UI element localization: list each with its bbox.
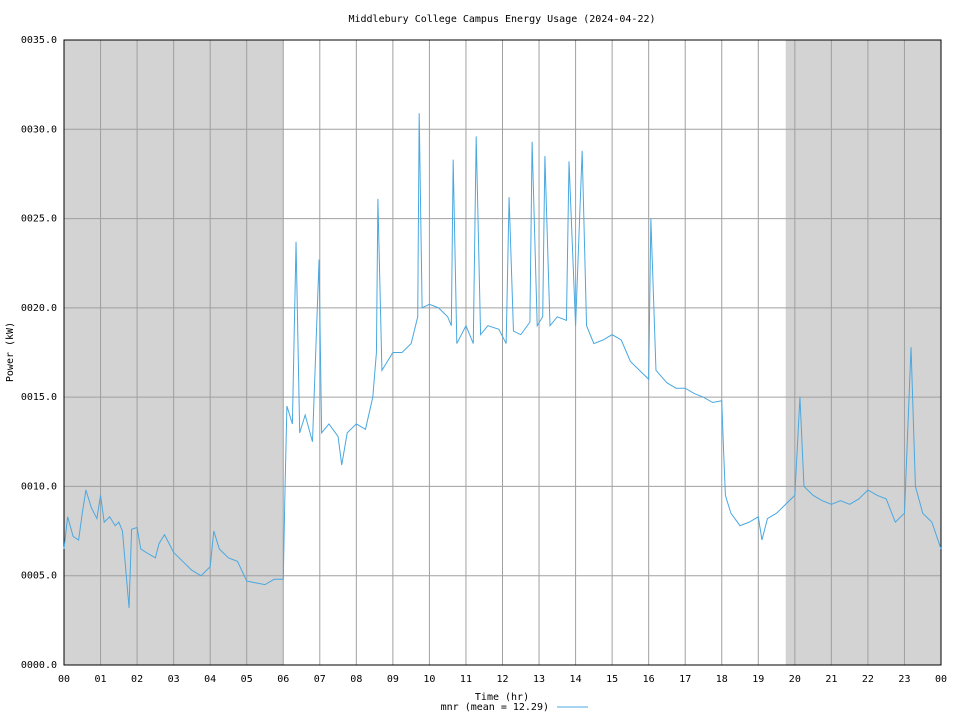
- x-tick-label: 13: [533, 674, 545, 685]
- y-tick-label: 0020.0: [21, 303, 57, 314]
- x-tick-label: 11: [460, 674, 472, 685]
- y-tick-label: 0015.0: [21, 392, 57, 403]
- x-tick-label: 06: [277, 674, 289, 685]
- x-tick-label: 08: [350, 674, 362, 685]
- x-tick-label: 16: [643, 674, 655, 685]
- y-tick-label: 0010.0: [21, 481, 57, 492]
- y-tick-label: 0000.0: [21, 660, 57, 671]
- x-tick-label: 00: [935, 674, 947, 685]
- y-tick-label: 0030.0: [21, 124, 57, 135]
- y-axis-title: Power (kW): [5, 322, 16, 382]
- x-tick-label: 14: [570, 674, 582, 685]
- x-tick-label: 15: [606, 674, 618, 685]
- x-tick-label: 07: [314, 674, 326, 685]
- x-tick-label: 17: [679, 674, 691, 685]
- x-tick-label: 03: [168, 674, 180, 685]
- x-tick-label: 23: [898, 674, 910, 685]
- x-tick-label: 12: [496, 674, 508, 685]
- x-tick-label: 22: [862, 674, 874, 685]
- data-line: [63, 113, 942, 608]
- chart-title: Middlebury College Campus Energy Usage (…: [348, 14, 655, 25]
- night-shade: [785, 40, 941, 665]
- plot-frame: [63, 39, 942, 666]
- y-tick-label: 0025.0: [21, 214, 57, 225]
- y-tick-label: 0005.0: [21, 571, 57, 582]
- y-tick-label: 0035.0: [21, 35, 57, 46]
- x-axis-title: Time (hr): [475, 692, 529, 703]
- x-tick-label: 10: [423, 674, 435, 685]
- x-tick-label: 00: [58, 674, 70, 685]
- x-tick-label: 20: [789, 674, 801, 685]
- x-tick-label: 21: [825, 674, 837, 685]
- x-tick-label: 05: [241, 674, 253, 685]
- x-tick-label: 02: [131, 674, 143, 685]
- x-tick-label: 09: [387, 674, 399, 685]
- legend-label: mnr (mean = 12.29): [441, 702, 549, 713]
- x-tick-label: 18: [716, 674, 728, 685]
- x-tick-label: 01: [95, 674, 107, 685]
- x-tick-label: 19: [752, 674, 764, 685]
- x-tick-label: 04: [204, 674, 216, 685]
